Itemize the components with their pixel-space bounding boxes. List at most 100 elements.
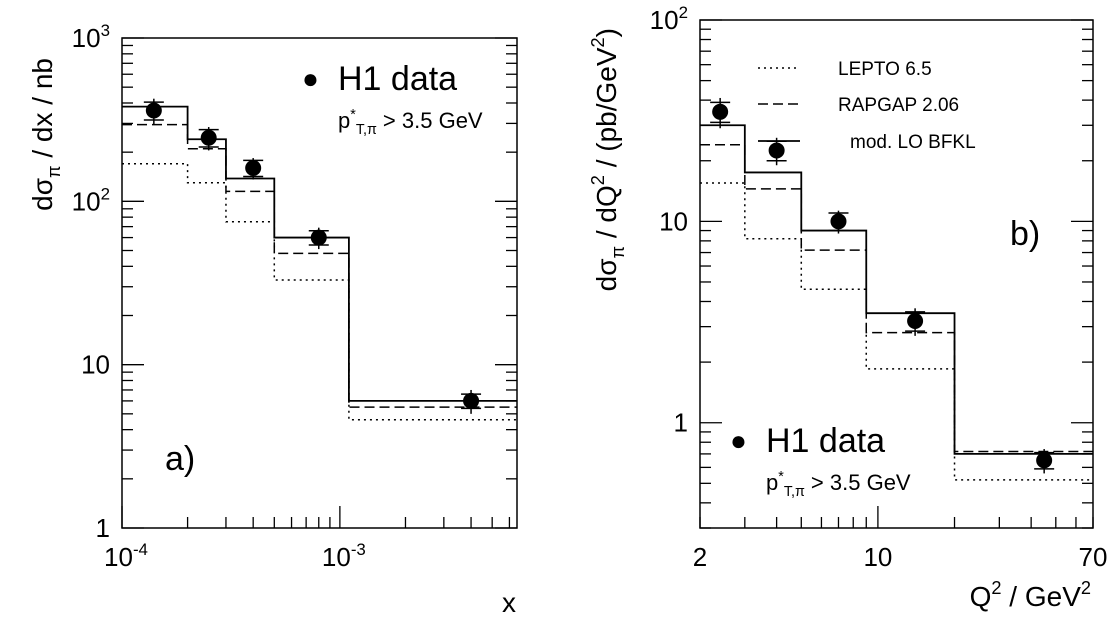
x-axis-label: x bbox=[502, 587, 516, 618]
data-marker bbox=[145, 102, 162, 119]
histogram-solid bbox=[122, 105, 517, 402]
ylabel-sub: π bbox=[44, 165, 64, 178]
panel-label: b) bbox=[1010, 215, 1040, 253]
tick-base: 10 bbox=[650, 5, 679, 35]
data-point bbox=[905, 308, 926, 336]
tick-exp: 3 bbox=[101, 21, 110, 40]
xlabel-rest: / GeV bbox=[1002, 581, 1082, 612]
data-marker bbox=[200, 129, 217, 146]
x-axis-label: Q2​ / GeV2​ bbox=[970, 578, 1091, 612]
tick-exp: -3 bbox=[351, 540, 366, 559]
tick-text: 1 bbox=[674, 408, 688, 438]
y-axis-label: dσπ​ / dQ2​ / (pb/GeV2​) bbox=[588, 28, 628, 291]
tick-base: 10 bbox=[322, 542, 351, 572]
data-point bbox=[198, 127, 219, 151]
tick-exp: -4 bbox=[133, 540, 148, 559]
histogram-dotted bbox=[700, 182, 1093, 481]
x-tick-label: 10 bbox=[863, 542, 892, 572]
ylabel-rest2: / (pb/GeV bbox=[591, 47, 622, 175]
tick-base: 10 bbox=[72, 23, 101, 53]
data-marker bbox=[768, 142, 785, 159]
cut-sup: * bbox=[350, 107, 356, 123]
data-points bbox=[710, 97, 1055, 474]
data-marker bbox=[830, 213, 847, 230]
kinematic-cut: p*​T,π​ > 3.5 GeV bbox=[766, 469, 911, 500]
x-tick-label: 2 bbox=[693, 542, 707, 572]
histogram-dashed bbox=[122, 123, 517, 408]
data-marker bbox=[463, 392, 480, 409]
data-marker bbox=[310, 229, 327, 246]
y-tick-label: 102​ bbox=[650, 3, 688, 35]
legend-entry: RAPGAP 2.06 bbox=[838, 95, 959, 116]
data-point bbox=[243, 158, 264, 180]
histogram-dotted bbox=[122, 162, 517, 421]
legend-title: H1 data bbox=[766, 422, 885, 460]
ylabel-sub: π bbox=[608, 246, 628, 259]
data-marker bbox=[1036, 452, 1053, 469]
cut-sub: T,π bbox=[784, 484, 805, 500]
x-ticks bbox=[699, 506, 1094, 528]
cut-p: p bbox=[338, 108, 350, 133]
model-legend: LEPTO 6.5 RAPGAP 2.06 mod. LO BFKL bbox=[758, 59, 976, 153]
tick-text: 10 bbox=[863, 542, 892, 572]
kinematic-cut: p*​T,π​ > 3.5 GeV bbox=[338, 107, 483, 138]
data-point bbox=[828, 210, 849, 234]
ylabel-rest3: ) bbox=[591, 28, 622, 37]
y-tick-label: 102​ bbox=[72, 184, 110, 216]
data-point bbox=[461, 389, 482, 414]
cut-p: p bbox=[766, 470, 778, 495]
tick-exp: 2 bbox=[679, 3, 688, 22]
data-marker bbox=[907, 312, 924, 329]
x-ticks bbox=[121, 506, 511, 528]
ylabel-sup: 2 bbox=[588, 175, 608, 185]
ylabel-sup2: 2 bbox=[588, 37, 608, 47]
y-tick-label: 10 bbox=[81, 350, 110, 380]
x-tick-label: 70 bbox=[1079, 542, 1108, 572]
y-tick-label: 10 bbox=[659, 206, 688, 236]
xlabel-sup2: 2 bbox=[1081, 578, 1091, 598]
y-axis-label: dσπ​ / dx / nb bbox=[27, 58, 64, 211]
ylabel-rest: / dx / nb bbox=[27, 58, 58, 165]
cut-rest: > 3.5 GeV bbox=[805, 470, 911, 495]
tick-text: 10 bbox=[659, 206, 688, 236]
tick-base: 10 bbox=[104, 542, 133, 572]
tick-exp: 2 bbox=[101, 184, 110, 203]
histogram-dashed bbox=[700, 144, 1093, 453]
y-tick-label: 1 bbox=[674, 408, 688, 438]
y-tick-label: 1 bbox=[96, 513, 110, 543]
y-tick-label: 103​ bbox=[72, 21, 110, 53]
data-point bbox=[143, 98, 164, 125]
x-tick-label: 10-4​ bbox=[104, 540, 148, 572]
data-marker bbox=[712, 103, 729, 120]
tick-base: 10 bbox=[72, 186, 101, 216]
ylabel-rest: / dQ bbox=[591, 185, 622, 246]
panel-label: a) bbox=[165, 440, 195, 478]
ylabel-main: dσ bbox=[27, 178, 58, 211]
tick-text: 70 bbox=[1079, 542, 1108, 572]
legend-marker: ● bbox=[730, 425, 747, 456]
ylabel-main: dσ bbox=[591, 258, 622, 291]
cut-rest: > 3.5 GeV bbox=[377, 108, 483, 133]
plot-frame bbox=[121, 37, 518, 529]
y-ticks bbox=[700, 19, 1093, 529]
xlabel-main: Q bbox=[970, 581, 992, 612]
tick-text: 2 bbox=[693, 542, 707, 572]
data-points bbox=[143, 98, 482, 414]
histogram-solid bbox=[700, 124, 1093, 455]
cut-sup: * bbox=[778, 469, 784, 485]
data-point bbox=[766, 137, 787, 166]
data-point bbox=[710, 97, 731, 129]
tick-text: 10 bbox=[81, 350, 110, 380]
x-tick-label: 10-3​ bbox=[322, 540, 366, 572]
legend-title: H1 data bbox=[338, 60, 457, 98]
cut-sub: T,π bbox=[356, 122, 377, 138]
data-point bbox=[308, 227, 329, 250]
data-marker bbox=[245, 159, 262, 176]
legend-marker: ● bbox=[302, 63, 319, 94]
legend-entry: mod. LO BFKL bbox=[850, 132, 976, 153]
legend-entry: LEPTO 6.5 bbox=[838, 59, 932, 80]
tick-text: 1 bbox=[96, 513, 110, 543]
